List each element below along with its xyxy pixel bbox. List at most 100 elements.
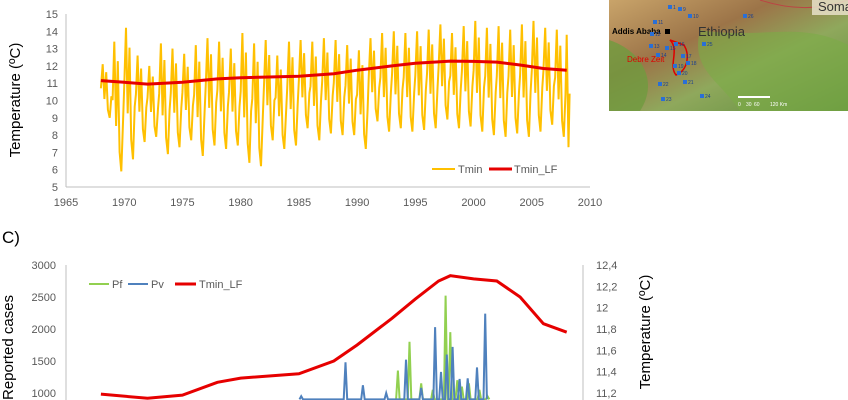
site-number: 14 <box>661 53 667 59</box>
y-tick-labels: 1000 1500 2000 2500 3000 <box>32 260 56 400</box>
legend-label-tmin-lf: Tmin_LF <box>199 279 243 291</box>
y2-tick-label: 11,8 <box>596 324 617 336</box>
tmin-lf-series-line <box>100 274 568 400</box>
site-marker <box>681 54 685 58</box>
y-axis-label: Reported cases <box>0 295 17 400</box>
legend-label-tmin: Tmin <box>458 164 482 176</box>
y-tick-label: 1500 <box>32 356 56 368</box>
y-tick-label: 6 <box>52 165 58 177</box>
scale-text-120: 120 Km <box>770 102 787 108</box>
site-marker <box>665 46 669 50</box>
site-marker <box>650 32 654 36</box>
site-marker <box>678 7 682 11</box>
x-tick-label: 1985 <box>287 197 311 209</box>
site-marker <box>688 14 692 18</box>
map-label-ethiopia: Ethiopia <box>698 24 746 39</box>
legend-label-tmin-lf: Tmin_LF <box>514 164 558 176</box>
site-number: 20 <box>682 71 688 77</box>
site-number: 15 <box>670 46 676 52</box>
site-marker <box>661 97 665 101</box>
tmin-lf-series-line <box>100 59 567 86</box>
cases-panel: C) 1000 1500 2000 2500 3000 11,2 11,4 11,6 11,8… <box>0 228 654 400</box>
site-marker <box>677 71 681 75</box>
site-marker <box>743 14 747 18</box>
y-tick-labels: 5 6 7 8 9 10 11 12 13 14 15 <box>46 9 58 194</box>
x-tick-label: 1975 <box>170 197 194 209</box>
x-tick-label: 1980 <box>228 197 252 209</box>
site-number: 21 <box>688 80 694 86</box>
map-label-addis-ababa: Addis Ababa <box>612 27 661 36</box>
site-number: 9 <box>683 7 686 13</box>
site-marker <box>653 20 657 24</box>
legend-label-pv: Pv <box>151 279 164 291</box>
site-number: 12 <box>655 32 661 38</box>
x-tick-label: 1970 <box>112 197 136 209</box>
y2-axis-label: Temperature (ºC) <box>637 275 654 390</box>
legend-label-pf: Pf <box>112 279 123 291</box>
legend: Pf Pv Tmin_LF <box>89 279 243 291</box>
y2-tick-labels: 11,2 11,4 11,6 11,8 12 12,2 12,4 <box>596 260 617 400</box>
addis-ababa-marker <box>665 29 670 34</box>
site-number: 13 <box>654 44 660 50</box>
debre-zeit-boundary <box>669 39 689 76</box>
site-number: 16 <box>679 42 685 48</box>
panel-label-c: C) <box>2 228 20 247</box>
x-tick-label: 1995 <box>403 197 427 209</box>
y-tick-label: 7 <box>52 147 58 159</box>
site-number: 26 <box>748 14 754 20</box>
site-number: 11 <box>658 20 663 26</box>
site-marker <box>702 42 706 46</box>
y-tick-label: 3000 <box>32 260 56 272</box>
site-marker <box>668 5 672 9</box>
y2-tick-label: 12,2 <box>596 281 617 293</box>
site-number: 18 <box>691 61 697 67</box>
map-lowland <box>609 40 649 111</box>
site-marker <box>656 53 660 57</box>
x-tick-label: 2005 <box>520 197 544 209</box>
pv-series-line <box>298 313 488 400</box>
site-marker <box>658 82 662 86</box>
y-tick-label: 11 <box>47 78 58 90</box>
site-marker <box>649 44 653 48</box>
site-marker <box>673 64 677 68</box>
x-tick-label: 2000 <box>461 197 485 209</box>
y-axis-label: Temperature (ºC) <box>7 43 24 158</box>
x-tick-label: 2010 <box>578 197 602 209</box>
y2-tick-label: 12 <box>596 303 608 315</box>
ethiopia-map-inset: Addis Ababa Debre Zeit Ethiopia Soma 191… <box>609 0 848 111</box>
site-number: 10 <box>693 14 699 20</box>
y2-tick-label: 11,2 <box>596 388 617 400</box>
site-number: 1 <box>673 5 676 11</box>
map-label-debre-zeit: Debre Zeit <box>627 55 665 64</box>
map-label-bg <box>812 0 848 15</box>
site-marker <box>686 61 690 65</box>
scale-text-30: 30 <box>746 102 752 108</box>
y-tick-label: 1000 <box>32 388 56 400</box>
y-tick-label: 8 <box>52 130 58 142</box>
scale-text-0: 0 <box>738 102 741 108</box>
legend: Tmin Tmin_LF <box>432 164 558 176</box>
y-tick-label: 15 <box>46 9 58 21</box>
map-label-neighbor: Soma <box>818 0 848 14</box>
x-tick-label: 1990 <box>345 197 369 209</box>
site-number: 22 <box>663 82 669 88</box>
y-tick-label: 13 <box>46 44 58 56</box>
y-tick-label: 14 <box>46 26 58 38</box>
y-tick-label: 10 <box>46 96 58 108</box>
tmin-series-line <box>99 20 571 172</box>
y-tick-label: 5 <box>52 182 58 194</box>
site-number: 24 <box>705 94 711 100</box>
y-tick-label: 2000 <box>32 324 56 336</box>
y-tick-label: 12 <box>46 61 58 73</box>
map-lowland-east <box>698 30 848 111</box>
site-marker <box>683 80 687 84</box>
scale-text-60: 60 <box>754 102 760 108</box>
site-number: 19 <box>678 64 684 70</box>
site-number: 17 <box>686 54 692 60</box>
site-marker <box>674 42 678 46</box>
site-marker <box>700 94 704 98</box>
y-tick-label: 9 <box>52 113 58 125</box>
